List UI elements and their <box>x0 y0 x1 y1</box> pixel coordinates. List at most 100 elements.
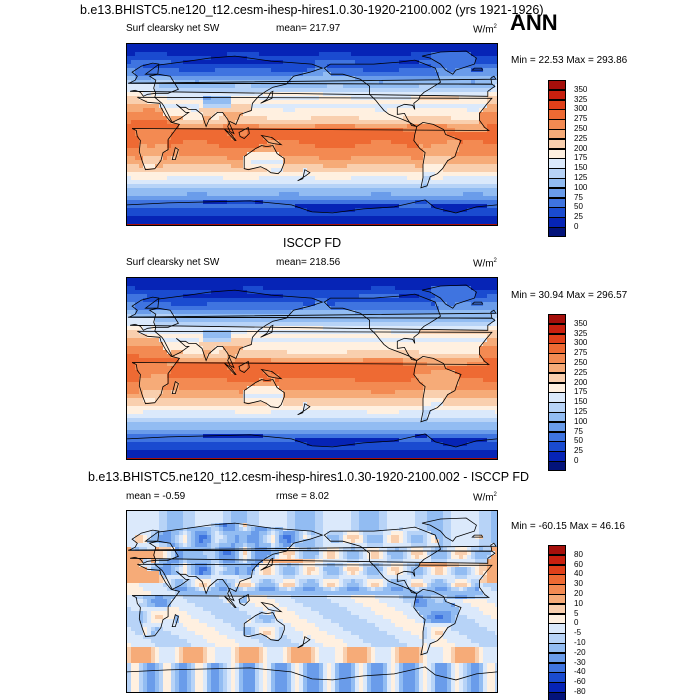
colorbar-tick-label: 275 <box>574 114 588 124</box>
coastline-borneo <box>238 360 250 373</box>
coastline-africa <box>131 330 493 405</box>
coastline-greenland <box>421 517 477 542</box>
coastline-japan <box>260 557 274 571</box>
coastline-madagascar <box>171 613 179 627</box>
colorbar-tick-label: 100 <box>574 416 588 426</box>
colorbar-tick-label: 275 <box>574 348 588 358</box>
map-canvas <box>127 278 497 459</box>
colorbar-tick-label: 350 <box>574 318 588 328</box>
coastline-samerica <box>413 588 462 656</box>
colorbar-swatch <box>548 227 566 238</box>
colorbar-tick-label: 150 <box>574 397 588 407</box>
panel3-units-label: W/m2 <box>473 492 497 504</box>
coastline-newguinea <box>260 601 283 613</box>
colorbar-tick-label: 50 <box>574 202 583 212</box>
colorbar-tick-label: 300 <box>574 338 588 348</box>
panel1-units-label: W/m2 <box>473 24 497 36</box>
colorbar-tick-label: 5 <box>574 608 579 618</box>
coastlines <box>127 284 497 448</box>
colorbar-tick-label: -60 <box>574 677 586 687</box>
coastlines <box>127 50 497 214</box>
panel1-mean-label: mean= 217.97 <box>276 23 341 34</box>
colorbar-tick-label: 60 <box>574 559 583 569</box>
coastline-greenland <box>421 284 477 309</box>
panel3-subtitle: b.e13.BHISTC5.ne120_t12.cesm-ihesp-hires… <box>88 470 529 484</box>
colorbar-swatch <box>548 692 566 700</box>
colorbar-tick-label: 125 <box>574 407 588 416</box>
coastline-asia <box>144 55 324 135</box>
coastline-greenland <box>421 50 477 75</box>
colorbar-tick-label: 200 <box>574 143 588 153</box>
coastline-borneo <box>238 126 250 139</box>
colorbar-tick-label: 350 <box>574 84 588 94</box>
coastline-iceland <box>471 534 484 538</box>
colorbar-tick-label: 300 <box>574 104 588 114</box>
colorbar-tick-label: 200 <box>574 377 588 387</box>
coastline-antarctica <box>127 433 497 448</box>
coastline-africa <box>131 563 493 638</box>
colorbar-tick-label: -20 <box>574 647 586 657</box>
map-canvas <box>127 44 497 225</box>
field-cells <box>127 511 497 692</box>
colorbar-tick-label: 150 <box>574 163 588 173</box>
coastline-namerica <box>323 59 441 127</box>
colorbar-tick-label: 10 <box>574 598 583 608</box>
colorbar-tick-label: 175 <box>574 387 588 397</box>
panel2-variable-label: Surf clearsky net SW <box>126 257 220 268</box>
coastline-samerica <box>413 121 462 189</box>
coastline-indonesia <box>224 363 237 375</box>
colorbar-tick-label: 30 <box>574 579 583 589</box>
coastline-indonesia <box>224 129 237 141</box>
panel2-minmax-label: Min = 30.94 Max = 296.57 <box>511 290 628 301</box>
season-label: ANN <box>510 10 558 35</box>
colorbar-tick-label: 325 <box>574 328 588 338</box>
coastline-samerica <box>413 355 462 423</box>
coastline-uk <box>127 309 497 319</box>
colorbar-tick-label: 225 <box>574 367 588 377</box>
figure-title: b.e13.BHISTC5.ne120_t12.cesm-ihesp-hires… <box>80 3 544 17</box>
colorbar-tick-label: 100 <box>574 182 588 192</box>
coastline-nz <box>297 169 311 182</box>
colorbar-tick-label: -40 <box>574 667 586 677</box>
coastline-newguinea <box>260 134 283 146</box>
field-cells <box>127 278 497 459</box>
coastline-australia <box>243 612 285 642</box>
coastline-nz <box>297 636 311 649</box>
panel2-subtitle: ISCCP FD <box>283 236 342 250</box>
coastlines <box>127 517 497 681</box>
colorbar-tick-label: 175 <box>574 153 588 163</box>
panel1-map <box>126 43 498 226</box>
colorbar-tick-label: 25 <box>574 212 583 222</box>
colorbar-tick-label: 0 <box>574 456 579 465</box>
colorbar-tick-label: 125 <box>574 173 588 182</box>
colorbar-swatch <box>548 461 566 472</box>
coastline-iceland <box>471 301 484 305</box>
colorbar-tick-label: 20 <box>574 589 583 598</box>
coastline-madagascar <box>171 380 179 394</box>
coastline-namerica <box>323 526 441 594</box>
panel3-map <box>126 510 498 693</box>
coastline-uk <box>127 542 497 552</box>
panel3-mean-label: mean = -0.59 <box>126 491 186 502</box>
map-canvas <box>127 511 497 692</box>
coastline-namerica <box>323 293 441 361</box>
coastline-europe <box>128 529 496 564</box>
colorbar-tick-label: 325 <box>574 94 588 104</box>
colorbar-tick-label: 75 <box>574 426 583 436</box>
panel3-minmax-label: Min = -60.15 Max = 46.16 <box>511 521 625 532</box>
coastline-newguinea <box>260 368 283 380</box>
coastline-nz <box>297 403 311 416</box>
panel2-map <box>126 277 498 460</box>
panel1-variable-label: Surf clearsky net SW <box>126 23 220 34</box>
coastline-europe <box>128 62 496 97</box>
colorbar-tick-label: 0 <box>574 618 579 628</box>
coastline-borneo <box>238 593 250 606</box>
panel2-mean-label: mean= 218.56 <box>276 257 341 268</box>
colorbar-tick-label: 50 <box>574 436 583 446</box>
coastline-africa <box>131 96 493 171</box>
colorbar-tick-label: 25 <box>574 446 583 456</box>
coastline-australia <box>243 145 285 175</box>
coastline-asia <box>144 522 324 602</box>
colorbar-tick-label: -10 <box>574 638 586 647</box>
